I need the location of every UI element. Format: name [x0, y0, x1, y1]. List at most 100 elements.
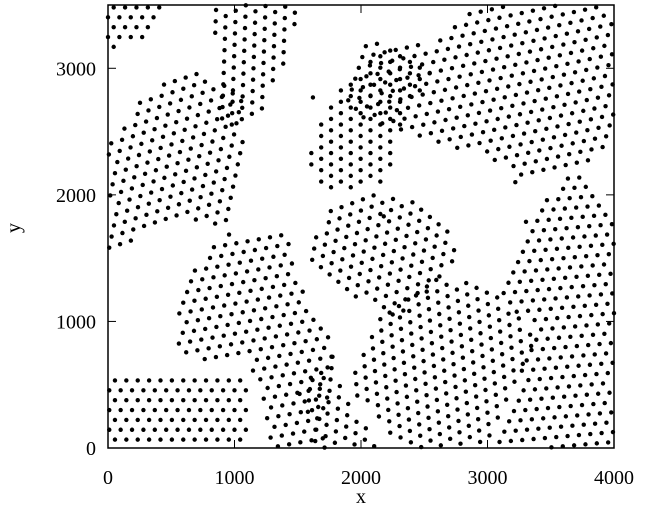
data-point: [230, 99, 235, 104]
data-point: [318, 122, 324, 127]
data-point: [562, 275, 568, 280]
data-point: [507, 322, 512, 328]
data-point: [460, 355, 466, 360]
data-point: [528, 278, 534, 283]
data-point: [486, 48, 492, 53]
data-point: [487, 108, 493, 113]
data-point: [424, 392, 429, 398]
data-point: [416, 410, 421, 416]
data-point: [412, 53, 417, 59]
data-point: [378, 60, 384, 66]
data-point: [519, 368, 525, 373]
data-point: [382, 362, 387, 367]
data-point: [338, 133, 344, 139]
data-point: [272, 21, 277, 26]
data-point: [404, 233, 409, 239]
data-point: [482, 28, 488, 34]
data-point: [557, 216, 563, 222]
data-point: [358, 208, 364, 213]
data-point: [128, 145, 133, 150]
data-point: [415, 399, 420, 404]
data-point: [267, 235, 273, 240]
data-point: [272, 394, 278, 399]
data-point: [473, 121, 478, 126]
data-point: [560, 12, 565, 17]
data-point: [546, 286, 552, 292]
data-point: [499, 352, 505, 357]
data-point: [584, 392, 590, 397]
data-point: [520, 361, 525, 367]
data-point: [563, 162, 568, 168]
data-point: [453, 55, 458, 60]
data-point: [388, 93, 393, 99]
data-point: [539, 77, 544, 82]
data-point: [434, 277, 439, 283]
data-point: [432, 120, 437, 125]
data-point: [578, 194, 584, 200]
data-point: [387, 271, 393, 276]
data-point: [186, 157, 191, 162]
data-point: [338, 167, 344, 173]
data-point: [363, 426, 369, 431]
data-point: [326, 399, 331, 405]
data-point: [346, 275, 352, 281]
data-point: [462, 378, 468, 383]
data-point: [436, 222, 441, 227]
data-point: [467, 41, 473, 47]
data-point: [372, 368, 378, 374]
data-point: [118, 388, 123, 393]
data-point: [413, 376, 418, 382]
data-point: [128, 15, 133, 20]
data-point: [322, 242, 328, 247]
data-point: [470, 348, 475, 354]
data-point: [406, 417, 412, 422]
data-point: [318, 264, 324, 270]
data-point: [183, 168, 189, 174]
data-point: [570, 141, 575, 146]
data-point: [467, 434, 473, 440]
data-point: [555, 315, 560, 321]
data-point: [261, 60, 266, 66]
data-point: [493, 26, 499, 31]
data-point: [417, 270, 423, 276]
data-point: [128, 34, 133, 40]
data-point: [534, 27, 540, 33]
data-point: [495, 415, 500, 420]
data-point: [492, 157, 497, 163]
data-point: [605, 32, 611, 38]
data-point: [344, 286, 350, 292]
data-point: [450, 126, 456, 131]
data-point: [479, 39, 484, 44]
data-point: [425, 225, 431, 231]
data-point: [587, 293, 592, 298]
data-point: [217, 344, 223, 349]
data-point: [520, 40, 525, 46]
points-layer: [105, 3, 617, 450]
data-point: [581, 108, 586, 114]
data-point: [226, 262, 231, 267]
data-point: [250, 368, 256, 373]
data-point: [519, 350, 524, 355]
data-point: [397, 215, 402, 220]
data-point: [434, 49, 439, 54]
y-tick-label: 3000: [56, 58, 96, 80]
data-point: [280, 373, 285, 378]
data-point: [590, 263, 595, 268]
data-point: [453, 384, 458, 390]
data-point: [348, 128, 353, 133]
data-point: [440, 345, 445, 351]
data-point: [309, 408, 315, 413]
data-point: [538, 47, 544, 52]
data-point: [496, 318, 502, 323]
data-point: [401, 308, 406, 313]
y-tick-label: 0: [86, 438, 96, 460]
data-point: [162, 175, 167, 181]
data-point: [242, 48, 247, 54]
data-point: [367, 215, 372, 221]
data-point: [368, 71, 373, 76]
data-point: [525, 150, 531, 156]
data-point: [589, 382, 594, 387]
data-point: [281, 61, 286, 66]
data-point: [310, 95, 316, 100]
data-point: [149, 138, 155, 143]
